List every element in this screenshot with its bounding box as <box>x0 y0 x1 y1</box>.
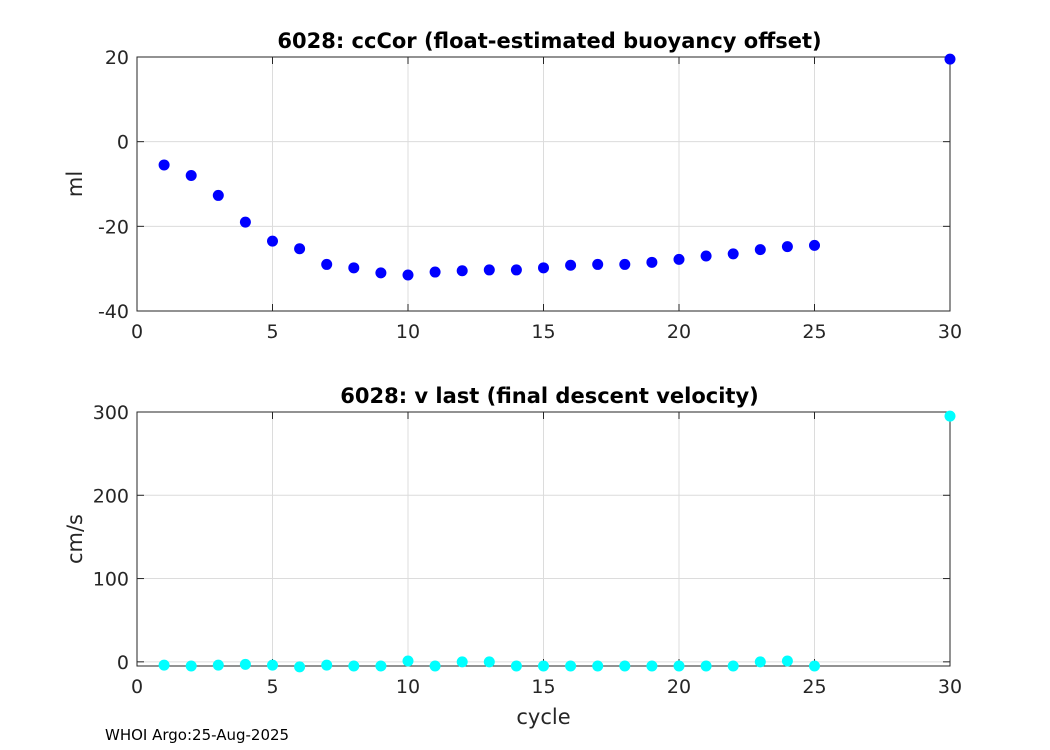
data-point <box>944 53 956 65</box>
data-point <box>402 269 414 281</box>
data-point <box>754 244 766 256</box>
y-axis-label: ml <box>63 171 87 197</box>
x-tick-label: 20 <box>667 321 691 343</box>
data-point <box>402 655 414 667</box>
y-axis-label: cm/s <box>63 514 87 564</box>
data-point <box>619 258 631 270</box>
x-tick-label: 10 <box>396 321 420 343</box>
data-point <box>239 658 251 670</box>
x-axis-label: cycle <box>516 705 570 729</box>
data-point <box>158 159 170 171</box>
y-tick-label: -40 <box>98 301 129 323</box>
data-point <box>348 660 360 672</box>
data-point <box>565 660 577 672</box>
y-tick-label: -20 <box>98 216 129 238</box>
data-point <box>267 235 278 247</box>
x-tick-label: 10 <box>396 676 420 698</box>
data-point <box>700 250 712 262</box>
data-point <box>185 170 197 182</box>
data-point <box>456 656 468 668</box>
data-point <box>809 239 820 251</box>
data-point <box>429 266 441 278</box>
x-tick-label: 25 <box>802 676 826 698</box>
data-point <box>321 659 333 671</box>
data-point <box>348 262 360 274</box>
data-point <box>538 660 549 672</box>
x-tick-label: 20 <box>667 676 691 698</box>
data-point <box>321 258 333 270</box>
chart-title: 6028: v last (final descent velocity) <box>340 384 758 408</box>
y-tick-label: 100 <box>93 569 129 591</box>
data-point <box>239 216 251 228</box>
y-tick-label: 300 <box>93 402 129 424</box>
x-tick-label: 0 <box>131 676 143 698</box>
data-point <box>483 656 495 668</box>
x-tick-label: 0 <box>131 321 143 343</box>
data-point <box>510 264 522 276</box>
top-plot-ccCor: 0 5 10 15 20 25 30 -40 -20 0 20 6028: ccCor (float-… <box>63 29 962 343</box>
data-point <box>375 267 387 279</box>
x-tick-label: 30 <box>938 321 962 343</box>
data-point <box>619 660 631 672</box>
x-tick-label: 5 <box>266 321 278 343</box>
data-point <box>538 262 549 274</box>
data-point <box>592 660 604 672</box>
data-point <box>429 660 441 672</box>
y-tick-label: 20 <box>105 47 129 69</box>
data-point <box>673 253 685 265</box>
data-point <box>592 258 604 270</box>
data-point <box>510 660 522 672</box>
data-point <box>375 660 387 672</box>
data-point <box>212 189 224 201</box>
x-tick-label: 5 <box>266 676 278 698</box>
data-point <box>646 660 658 672</box>
data-point <box>294 661 306 673</box>
data-point <box>158 659 170 671</box>
data-point <box>483 264 495 276</box>
data-point <box>185 660 197 672</box>
data-point <box>727 660 739 672</box>
data-point <box>700 660 712 672</box>
chart-title: 6028: ccCor (float-estimated buoyancy of… <box>277 29 821 53</box>
x-tick-label: 25 <box>802 321 826 343</box>
data-point <box>727 248 739 260</box>
x-tick-label: 15 <box>531 676 555 698</box>
data-point <box>565 259 577 271</box>
data-point <box>781 655 793 667</box>
x-tick-label: 15 <box>531 321 555 343</box>
data-point <box>456 265 468 277</box>
data-point <box>646 256 658 268</box>
data-point <box>294 243 306 255</box>
data-point <box>781 241 793 253</box>
data-point <box>754 656 766 668</box>
x-tick-label: 30 <box>938 676 962 698</box>
data-point <box>212 659 224 671</box>
data-point <box>944 410 956 422</box>
footer-text: WHOI Argo:25-Aug-2025 <box>105 726 289 744</box>
data-point <box>267 659 278 671</box>
y-tick-label: 0 <box>117 652 129 674</box>
data-point <box>809 660 820 672</box>
data-point <box>673 660 685 672</box>
y-tick-label: 200 <box>93 485 129 507</box>
y-tick-label: 0 <box>117 132 129 154</box>
